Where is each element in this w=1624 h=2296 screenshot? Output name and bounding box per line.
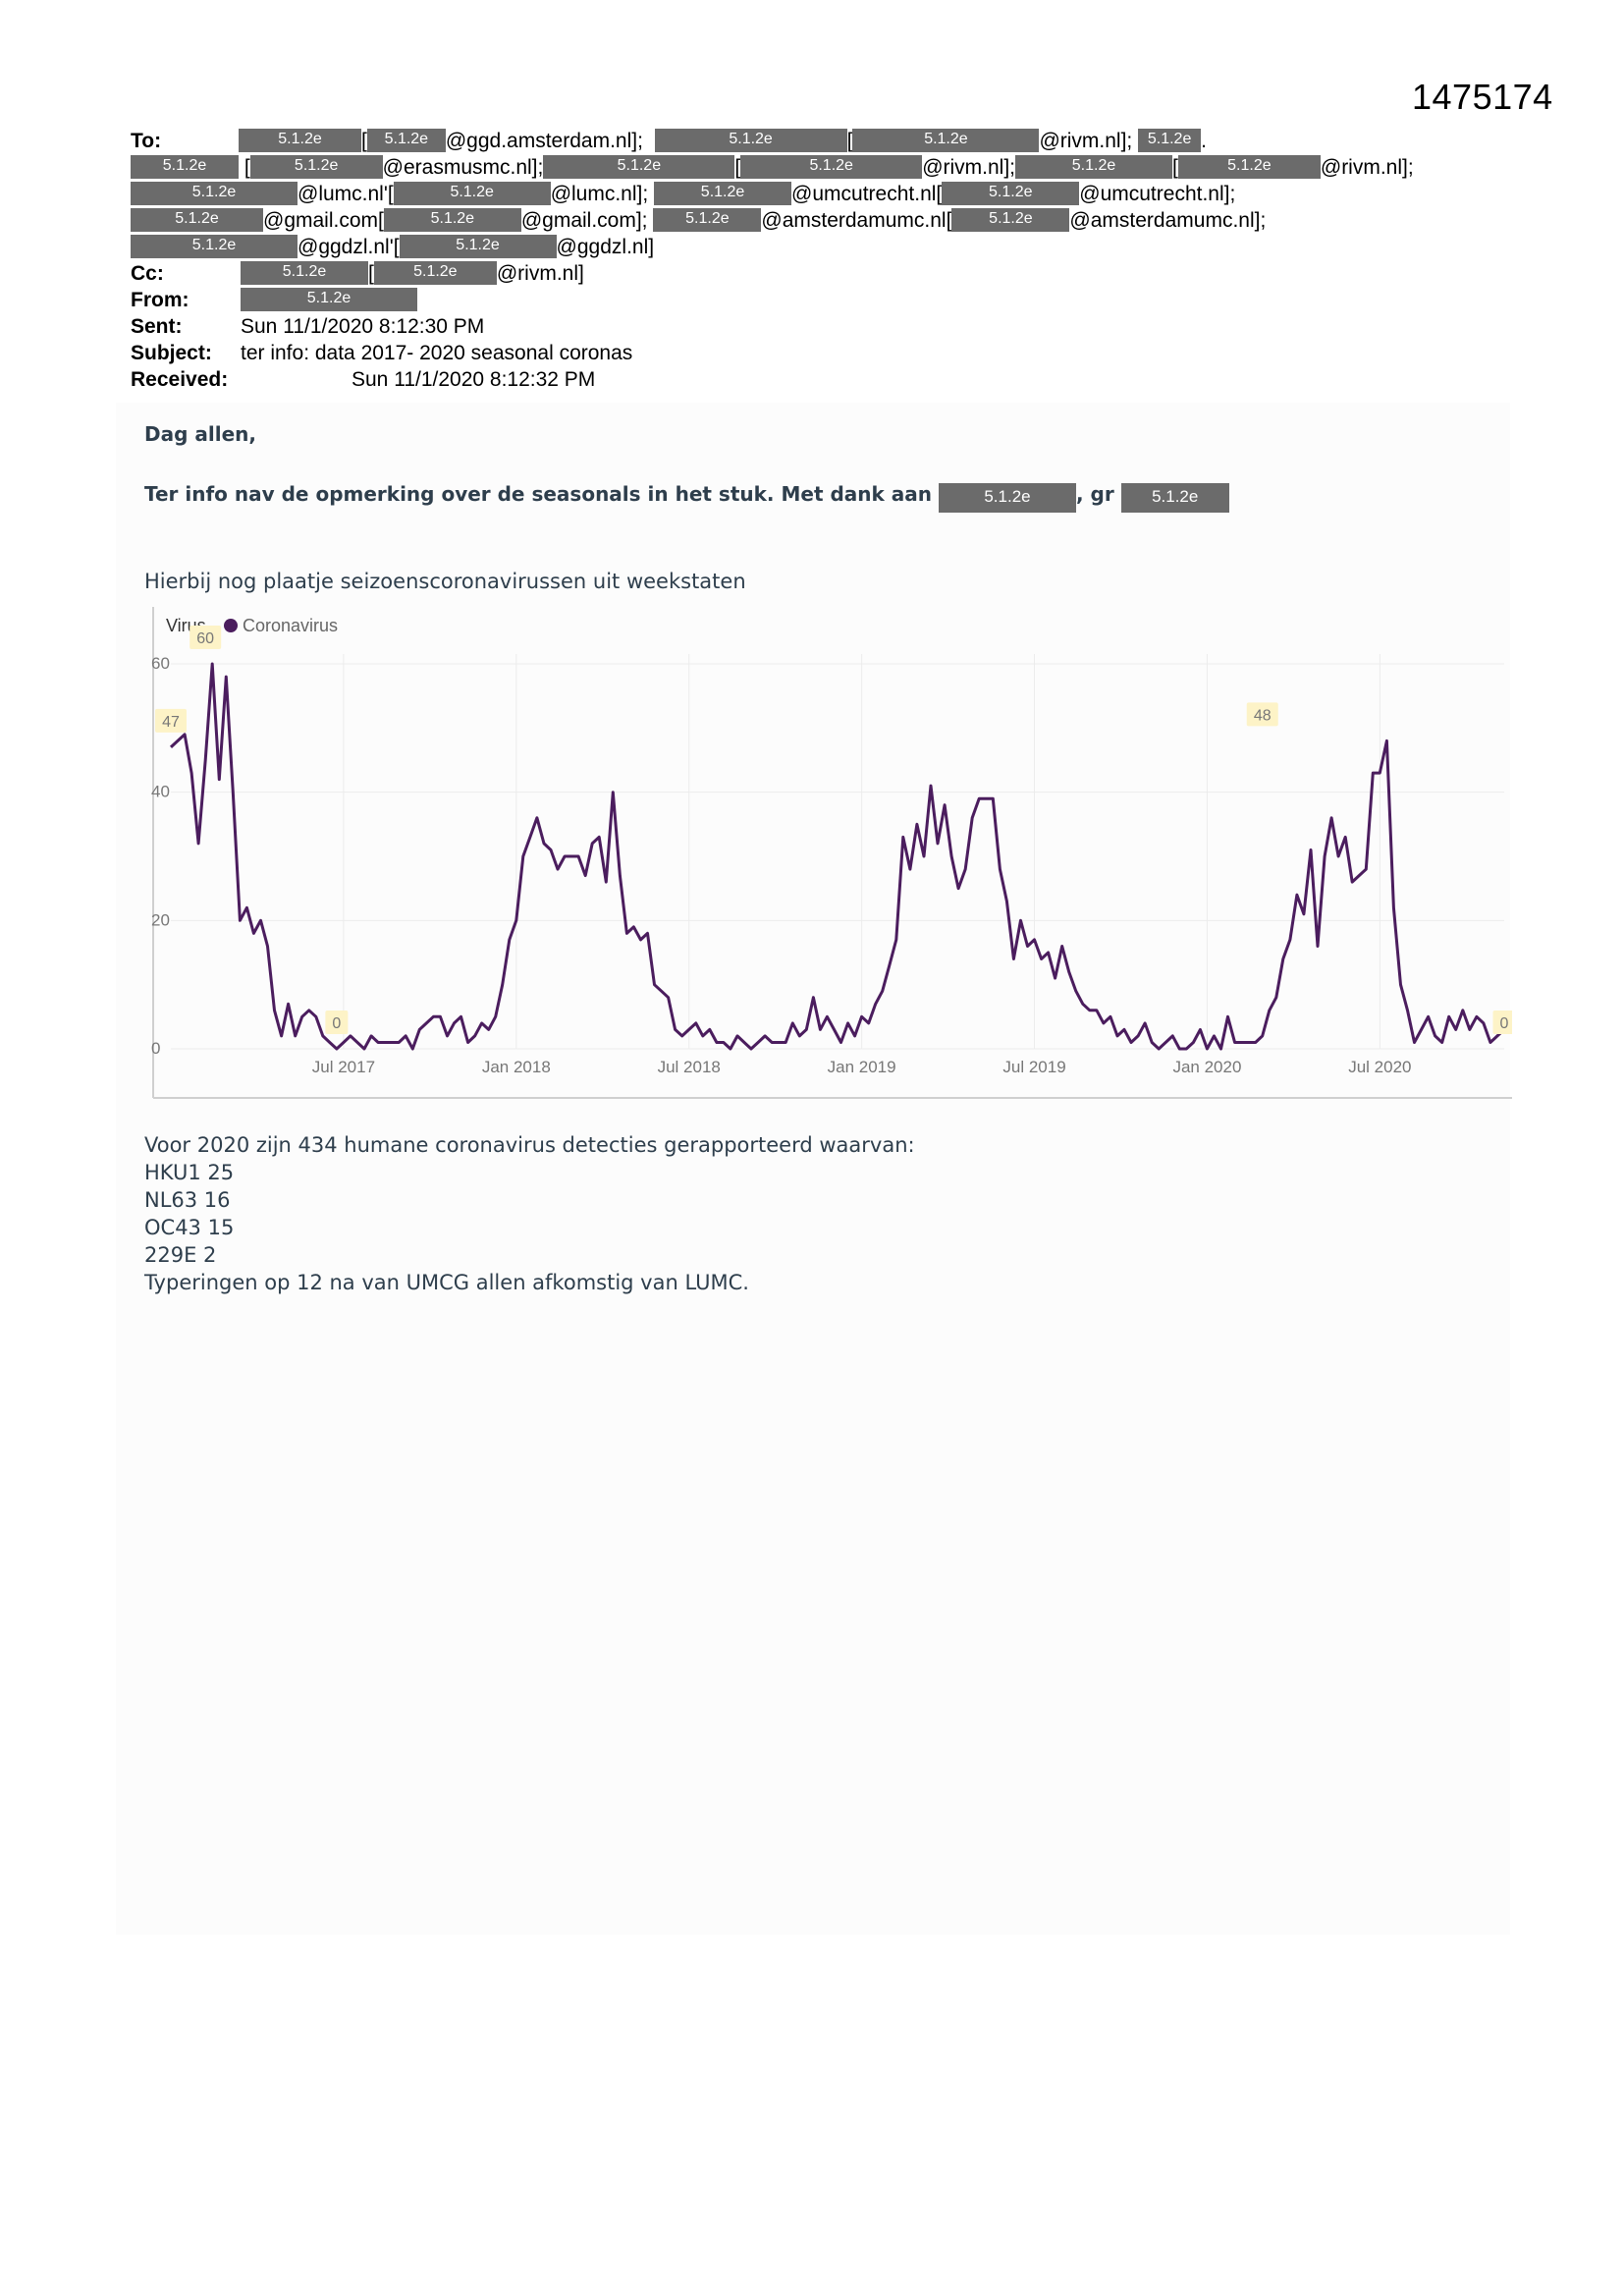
redaction: 5.1.2e: [241, 261, 368, 285]
email-address[interactable]: @lumc.nl];: [550, 183, 649, 205]
x-tick-label: Jul 2019: [1002, 1058, 1065, 1076]
email-address[interactable]: @rivm.nl];: [1039, 130, 1133, 152]
email-address[interactable]: @lumc.nl'[: [298, 183, 394, 205]
sent-label: Sent:: [131, 315, 183, 338]
email-address[interactable]: @umcutrecht.nl];: [1079, 183, 1236, 205]
email-address[interactable]: @erasmusmc.nl];: [382, 156, 544, 179]
data-label: 0: [1500, 1015, 1509, 1032]
email-address[interactable]: @rivm.nl];: [922, 156, 1016, 179]
y-tick-label: 40: [151, 783, 170, 801]
stats-line: Voor 2020 zijn 434 humane coronavirus de…: [144, 1133, 915, 1157]
redaction: 5.1.2e: [1138, 129, 1202, 152]
email-header: To: 5.1.2e[5.1.2e @ggd.amsterdam.nl]; 5.1…: [131, 129, 1414, 391]
document-id: 1475174: [1412, 77, 1553, 117]
redaction: 5.1.2e: [543, 155, 735, 179]
redaction: 5.1.2e: [373, 261, 497, 285]
thanks-text: Ter info nav de opmerking over de season…: [144, 482, 933, 506]
redaction: 5.1.2e: [654, 129, 847, 152]
data-label-box: [1492, 1011, 1512, 1034]
email-address[interactable]: @gmail.com[: [263, 209, 384, 232]
coronavirus-series-line: [169, 662, 1506, 1051]
data-label-box: [189, 626, 222, 649]
email-address[interactable]: @umcutrecht.nl[: [791, 183, 943, 205]
stats-line: Typeringen op 12 na van UMCG allen afkom…: [144, 1271, 749, 1294]
thanks-mid: , gr: [1075, 482, 1114, 506]
x-tick-label: Jan 2019: [828, 1058, 896, 1076]
greeting: Dag allen,: [144, 422, 256, 446]
redaction: 5.1.2e: [241, 288, 417, 311]
subject-label: Subject:: [131, 342, 212, 364]
x-tick-label: Jul 2017: [312, 1058, 375, 1076]
y-tick-label: 60: [151, 654, 170, 673]
data-label-box: [155, 708, 187, 733]
from-label: From:: [131, 289, 189, 311]
x-tick-label: Jan 2020: [1172, 1058, 1241, 1076]
email-address[interactable]: @ggdzl.nl'[: [298, 236, 400, 258]
redaction: 5.1.2e: [393, 182, 551, 205]
redaction: 5.1.2e: [1177, 155, 1321, 179]
redaction: 5.1.2e: [131, 155, 239, 179]
subject-value: ter info: data 2017- 2020 seasonal coron…: [241, 342, 633, 364]
stats-line: 229E 2: [144, 1243, 217, 1267]
redaction: 5.1.2e: [383, 208, 521, 232]
sent-value: Sun 11/1/2020 8:12:30 PM: [241, 315, 485, 338]
redaction: 5.1.2e: [740, 155, 923, 179]
legend-series-label: Coronavirus: [243, 616, 338, 635]
stats-line: OC43 15: [144, 1216, 235, 1239]
redaction: 5.1.2e: [239, 129, 361, 152]
email-address[interactable]: @ggd.amsterdam.nl];: [445, 130, 643, 152]
redaction: 5.1.2e: [131, 235, 298, 258]
stats-line: NL63 16: [144, 1188, 231, 1212]
data-label: 60: [196, 630, 214, 647]
data-label-box: [1246, 702, 1278, 727]
redaction: 5.1.2e: [366, 129, 446, 152]
redaction: 5.1.2e: [852, 129, 1040, 152]
chart-intro: Hierbij nog plaatje seizoenscoronaviruss…: [144, 570, 746, 593]
redaction: 5.1.2e: [951, 208, 1070, 232]
redaction: 5.1.2e: [131, 182, 298, 205]
legend-marker: [224, 619, 238, 632]
data-label: 47: [162, 714, 180, 731]
data-label: 48: [1254, 707, 1272, 724]
message-body: [116, 403, 1510, 1935]
redaction: 5.1.2e: [938, 483, 1076, 513]
x-tick-label: Jan 2018: [482, 1058, 551, 1076]
received-value: Sun 11/1/2020 8:12:32 PM: [352, 368, 596, 391]
redaction: 5.1.2e: [653, 208, 762, 232]
redaction: 5.1.2e: [1015, 155, 1173, 179]
email-address[interactable]: @rivm.nl];: [1320, 156, 1414, 179]
email-address[interactable]: @amsterdamumc.nl];: [1069, 209, 1267, 232]
y-tick-label: 0: [151, 1039, 160, 1058]
received-label: Received:: [131, 368, 229, 391]
x-tick-label: Jul 2020: [1348, 1058, 1411, 1076]
cc-address[interactable]: @rivm.nl]: [496, 262, 584, 285]
email-address[interactable]: @ggdzl.nl]: [556, 236, 655, 258]
redaction: 5.1.2e: [654, 182, 792, 205]
stats-block: Voor 2020 zijn 434 humane coronavirus de…: [144, 1131, 915, 1296]
redaction: 5.1.2e: [1120, 483, 1229, 513]
to-label: To:: [131, 130, 162, 152]
email-address[interactable]: @gmail.com];: [520, 209, 648, 232]
stats-line: HKU1 25: [144, 1161, 235, 1184]
email-address[interactable]: @amsterdamumc.nl[: [761, 209, 952, 232]
coronavirus-line-chart: Virus Coronavirus 0 20 40 60 Jul 2017 Jan 201…: [151, 605, 1512, 1102]
redaction: 5.1.2e: [399, 235, 557, 258]
redaction: 5.1.2e: [942, 182, 1080, 205]
y-tick-label: 20: [151, 910, 170, 929]
cc-label: Cc:: [131, 262, 164, 285]
thanks-line: Ter info nav de opmerking over de season…: [144, 482, 1229, 513]
redaction: 5.1.2e: [131, 208, 263, 232]
redaction: 5.1.2e: [249, 155, 383, 179]
data-label-box: [325, 1011, 349, 1034]
data-label: 0: [332, 1015, 341, 1032]
x-tick-label: Jul 2018: [658, 1058, 721, 1076]
